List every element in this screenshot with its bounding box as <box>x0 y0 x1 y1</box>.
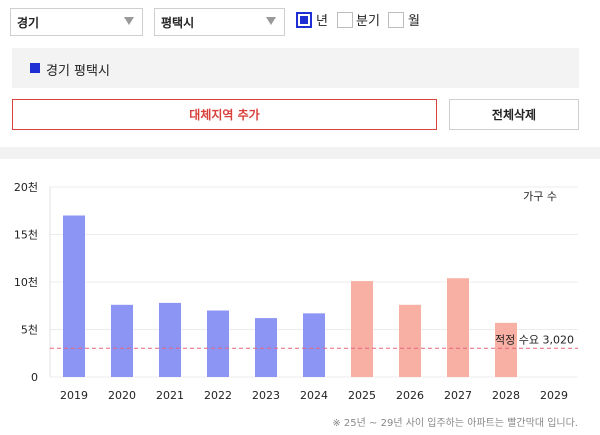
y-tick-label: 20천 <box>14 180 38 194</box>
unit-label: 가구 수 <box>523 190 557 203</box>
bar-2028[interactable] <box>495 322 517 377</box>
y-tick-label: 15천 <box>14 228 38 242</box>
x-tick-label: 2022 <box>204 389 232 402</box>
city-select[interactable]: 평택시 <box>154 8 285 36</box>
y-tick-label: 5천 <box>21 323 38 337</box>
footnote: ※ 25년 ~ 29년 사이 입주하는 아파트는 빨간막대 입니다. <box>332 418 578 429</box>
x-tick-label: 2020 <box>108 389 136 402</box>
bar-2023[interactable] <box>255 318 277 377</box>
city-select-value: 평택시 <box>161 15 195 30</box>
x-tick-label: 2019 <box>60 389 88 402</box>
bar-2019[interactable] <box>63 215 85 378</box>
bar-2027[interactable] <box>447 278 469 377</box>
bar-2024[interactable] <box>303 313 325 377</box>
chart-bars <box>63 215 517 378</box>
chevron-down-icon <box>266 17 276 25</box>
period-checkbox-year[interactable] <box>296 12 312 28</box>
y-tick-label: 10천 <box>14 275 38 289</box>
add-region-button[interactable]: 대체지역 추가 <box>12 99 437 130</box>
y-tick-label: 0 <box>31 371 38 384</box>
bar-2020[interactable] <box>111 304 133 377</box>
period-checkbox-month[interactable] <box>388 12 404 28</box>
bar-2026[interactable] <box>399 304 421 377</box>
legend-swatch <box>30 63 40 73</box>
bar-2021[interactable] <box>159 302 181 377</box>
chevron-down-icon <box>124 17 134 25</box>
period-label-year: 년 <box>316 14 328 29</box>
bar-2025[interactable] <box>351 281 373 377</box>
clear-all-button[interactable]: 전체삭제 <box>449 99 579 130</box>
x-tick-label: 2025 <box>348 389 376 402</box>
period-checkbox-quarter[interactable] <box>337 12 353 28</box>
x-tick-label: 2024 <box>300 389 328 402</box>
bar-2022[interactable] <box>207 310 229 378</box>
region-select-value: 경기 <box>17 15 40 30</box>
section-divider <box>0 147 600 159</box>
reference-label: 적정 수요 3,020 <box>495 333 574 346</box>
legend-panel <box>12 48 579 88</box>
x-tick-label: 2027 <box>444 389 472 402</box>
x-tick-label: 2028 <box>492 389 520 402</box>
period-label-month: 월 <box>408 14 420 29</box>
x-axis: 2019 2020 2021 2022 2023 2024 2025 2026 2027 2028… <box>60 389 568 402</box>
x-tick-label: 2021 <box>156 389 184 402</box>
period-label-quarter: 분기 <box>356 14 380 29</box>
x-tick-label: 2023 <box>252 389 280 402</box>
bar-chart: 0 5천 10천 15천 20천 2019 2020 2021 2022 2023 2024 202… <box>14 180 578 402</box>
y-axis: 0 5천 10천 15천 20천 <box>14 180 38 384</box>
legend-label: 경기 평택시 <box>46 64 110 79</box>
region-select[interactable]: 경기 <box>10 8 143 36</box>
x-tick-label: 2026 <box>396 389 424 402</box>
x-tick-label: 2029 <box>540 389 568 402</box>
